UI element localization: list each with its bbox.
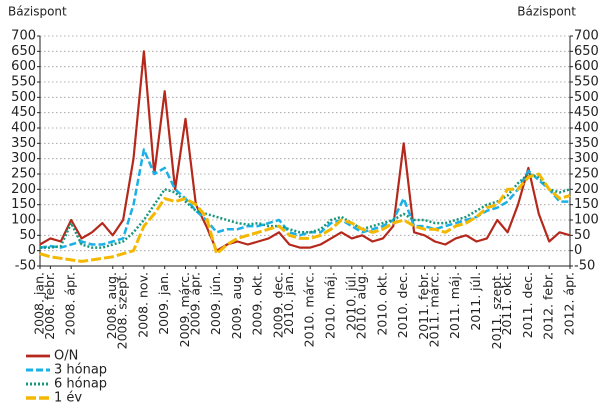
legend-label: O/N (54, 349, 78, 364)
x-tick-label: 2008. aug. (104, 272, 119, 339)
y-tick-label: 350 (11, 136, 36, 151)
y-tick-label: 50 (19, 228, 36, 243)
y2-tick-label: 550 (574, 75, 599, 90)
x-tick-label: 2010. márc. (302, 272, 317, 347)
y-tick-label: 300 (11, 151, 36, 166)
x-tick-label: 2009. okt. (250, 272, 265, 336)
y2-tick-label: 650 (574, 44, 599, 59)
y-tick-label: -50 (15, 259, 36, 274)
y-axis-label: Bázispont (8, 5, 67, 19)
x-tick-label: 2008. febr. (42, 272, 57, 340)
x-tick-label: 2009. dec. (271, 272, 286, 338)
line-series (39, 50, 571, 252)
y-tick-label: 500 (11, 90, 36, 105)
y2-tick-label: 500 (574, 90, 599, 105)
y2-tick-label: 50 (574, 228, 591, 243)
x-tick-label: 2008. szept. (115, 272, 130, 349)
y2-tick-label: 700 (574, 29, 599, 44)
x-tick-label: 2009. aug. (229, 272, 244, 339)
x-tick-label: 2011. okt. (499, 272, 514, 336)
x-tick-label: 2010. júl. (343, 272, 358, 331)
legend-label: 3 hónap (54, 363, 107, 378)
y2-tick-label: 200 (574, 182, 599, 197)
y-tick-label: 250 (11, 167, 36, 182)
line-series (39, 148, 570, 249)
x-tick-label: 2011. dec. (520, 272, 535, 338)
y2-tick-label: 150 (574, 197, 599, 212)
y2-axis-label: Bázispont (517, 5, 576, 19)
x-tick-label: 2010. máj. (322, 272, 337, 339)
x-tick-label: 2011. febr. (416, 272, 431, 340)
y2-tick-label: 350 (574, 136, 599, 151)
x-tick-label: 2010. dec. (395, 272, 410, 338)
x-tick-label: 2009. márc. (177, 272, 192, 347)
x-tick-label: 2008. jan. (32, 272, 47, 335)
x-tick-label: 2011. máj. (447, 272, 462, 339)
x-tick-label: 2010. jan. (281, 272, 296, 335)
line-series (39, 172, 571, 263)
y-tick-label: 700 (11, 29, 36, 44)
y2-tick-label: 300 (574, 151, 599, 166)
y-tick-label: 100 (11, 213, 36, 228)
x-tick-label: 2008. nov. (135, 272, 150, 338)
y2-tick-label: 450 (574, 105, 599, 120)
y2-tick-label: 400 (574, 121, 599, 136)
x-tick-label: 2010. aug. (354, 272, 369, 339)
y2-tick-label: 250 (574, 167, 599, 182)
y-tick-label: 450 (11, 105, 36, 120)
y2-tick-label: 0 (574, 243, 582, 258)
y2-tick-label: 100 (574, 213, 599, 228)
y-tick-label: 550 (11, 75, 36, 90)
x-tick-label: 2009. ápr. (187, 272, 202, 335)
x-tick-label: 2012. ápr. (562, 272, 577, 335)
y-tick-label: 650 (11, 44, 36, 59)
x-tick-label: 2011. szept. (489, 272, 504, 349)
y-tick-label: 600 (11, 59, 36, 74)
x-tick-label: 2012. febr. (541, 272, 556, 340)
line-series (40, 172, 571, 249)
legend-label: 6 hónap (54, 377, 107, 392)
y-tick-label: 0 (28, 243, 36, 258)
y2-tick-label: -50 (574, 259, 595, 274)
x-tick-label: 2009. jan. (156, 272, 171, 335)
y-tick-label: 400 (11, 121, 36, 136)
y2-tick-label: 600 (574, 59, 599, 74)
x-tick-label: 2010. okt. (374, 272, 389, 336)
x-tick-label: 2011. júl. (468, 272, 483, 331)
x-tick-label: 2011. márc. (426, 272, 441, 347)
legend-label: 1 év (54, 391, 82, 406)
x-tick-label: 2008. ápr. (63, 272, 78, 335)
y-tick-label: 150 (11, 197, 36, 212)
y-tick-label: 200 (11, 182, 36, 197)
x-tick-label: 2009. jún. (208, 272, 223, 335)
